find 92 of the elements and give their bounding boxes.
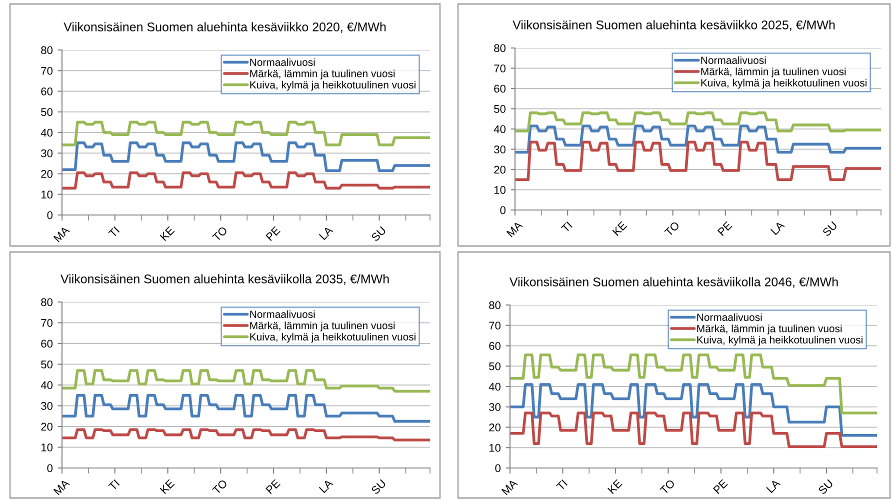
line-series <box>515 124 881 154</box>
x-tick-label: TI <box>108 479 120 491</box>
y-tick-label: 70 <box>41 319 53 327</box>
x-tick-label: MA <box>53 478 70 496</box>
legend-label: Märkä, lämmin ja tuulinen vuosi <box>701 68 846 78</box>
y-tick-label: 30 <box>494 146 506 154</box>
x-tick-label: TO <box>212 226 228 242</box>
x-tick-label: LA <box>318 478 334 494</box>
y-tick-label: 30 <box>41 149 53 158</box>
y-tick-label: 50 <box>41 360 53 368</box>
chart-title: Viikonsisäinen Suomen aluehinta kesäviikolla 2035, €/MWh <box>60 274 389 285</box>
y-tick-label: 20 <box>41 170 53 178</box>
y-tick-label: 10 <box>41 190 53 199</box>
x-tick-label: SU <box>822 221 838 237</box>
x-tick-label: PE <box>713 479 728 494</box>
y-tick-label: 0 <box>47 464 53 472</box>
y-tick-label: 40 <box>40 128 53 137</box>
y-tick-label: 50 <box>489 362 501 370</box>
y-tick-label: 80 <box>41 46 53 54</box>
legend-label: Normaalivuosi <box>250 310 315 318</box>
y-tick-label: 10 <box>41 444 53 452</box>
x-tick-label: LA <box>770 220 785 236</box>
line-series <box>62 171 430 190</box>
x-tick-label: MA <box>501 478 518 496</box>
y-tick-label: 80 <box>41 298 53 306</box>
y-tick-label: 10 <box>489 444 501 452</box>
line-series <box>62 120 430 146</box>
y-tick-label: 0 <box>500 206 506 214</box>
y-tick-label: 40 <box>494 125 506 134</box>
y-tick-label: 70 <box>41 66 53 75</box>
x-tick-label: SU <box>370 479 386 495</box>
x-tick-label: PE <box>717 221 732 236</box>
line-series <box>515 140 881 182</box>
x-tick-label: TO <box>664 221 680 237</box>
legend-label: Kuiva, kylmä ja heikkotuulinen vuosi <box>250 80 416 91</box>
line-series <box>510 412 877 448</box>
x-tick-label: SU <box>370 226 386 242</box>
legend-label: Kuiva, kylmä ja heikkotuulinen vuosi <box>697 336 862 346</box>
legend-label: Märkä, lämmin ja tuulinen vuosi <box>250 70 395 80</box>
y-tick-label: 70 <box>494 64 506 72</box>
x-tick-label: PE <box>266 226 280 241</box>
x-tick-label: KE <box>608 479 622 494</box>
y-tick-label: 20 <box>41 422 53 431</box>
x-tick-label: TO <box>212 479 228 495</box>
x-tick-label: SU <box>818 479 834 495</box>
legend-label: Kuiva, kylmä ja heikkotuulinen vuosi <box>701 78 866 89</box>
x-tick-label: TI <box>556 479 568 491</box>
y-tick-label: 60 <box>489 342 501 350</box>
y-tick-label: 20 <box>494 166 506 174</box>
legend-label: Normaalivuosi <box>701 56 766 64</box>
line-series <box>510 383 877 437</box>
line-series <box>62 369 430 393</box>
y-tick-label: 60 <box>41 88 53 96</box>
line-series <box>62 394 430 423</box>
line-series <box>510 354 877 414</box>
y-tick-label: 30 <box>41 402 53 410</box>
y-tick-label: 80 <box>489 301 501 310</box>
y-tick-label: 0 <box>495 464 501 472</box>
chart-title: Viikonsisäinen Suomen aluehinta kesäviikolla 2046, €/MWh <box>509 277 838 288</box>
x-tick-label: MA <box>506 220 523 238</box>
y-tick-label: 20 <box>489 424 501 432</box>
x-tick-label: KE <box>160 479 175 494</box>
y-tick-label: 70 <box>489 322 501 330</box>
x-tick-label: TO <box>660 479 676 495</box>
y-tick-label: 80 <box>494 44 506 52</box>
x-tick-label: TI <box>560 221 572 233</box>
y-tick-label: 60 <box>494 84 506 93</box>
x-tick-label: KE <box>160 226 175 241</box>
y-tick-label: 40 <box>40 381 53 390</box>
legend-label: Kuiva, kylmä ja heikkotuulinen vuosi <box>250 332 416 343</box>
x-tick-label: TI <box>108 226 120 238</box>
line-series <box>62 141 430 172</box>
y-tick-label: 50 <box>41 108 53 116</box>
chart-title: Viikonsisäinen Suomen aluehinta kesäviikko 2025, €/MWh <box>512 20 835 31</box>
x-tick-label: KE <box>612 221 628 236</box>
y-tick-label: 10 <box>494 186 506 194</box>
y-tick-label: 30 <box>489 403 501 412</box>
y-tick-label: 60 <box>41 340 53 348</box>
x-tick-label: MA <box>53 226 70 242</box>
x-tick-label: LA <box>766 478 781 494</box>
line-series <box>62 428 430 442</box>
legend-label: Märkä, lämmin ja tuulinen vuosi <box>250 322 395 332</box>
y-tick-label: 50 <box>494 105 506 113</box>
line-series <box>515 111 881 132</box>
x-tick-label: PE <box>266 479 280 494</box>
y-tick-label: 0 <box>47 211 53 220</box>
legend-label: Märkä, lämmin ja tuulinen vuosi <box>697 324 842 334</box>
y-tick-label: 40 <box>488 382 501 391</box>
x-tick-label: LA <box>318 226 334 240</box>
chart-title: Viikonsisäinen Suomen aluehinta kesäviikko 2020, €/MWh <box>64 22 386 33</box>
legend-label: Normaalivuosi <box>250 58 315 66</box>
legend-label: Normaalivuosi <box>697 313 762 321</box>
